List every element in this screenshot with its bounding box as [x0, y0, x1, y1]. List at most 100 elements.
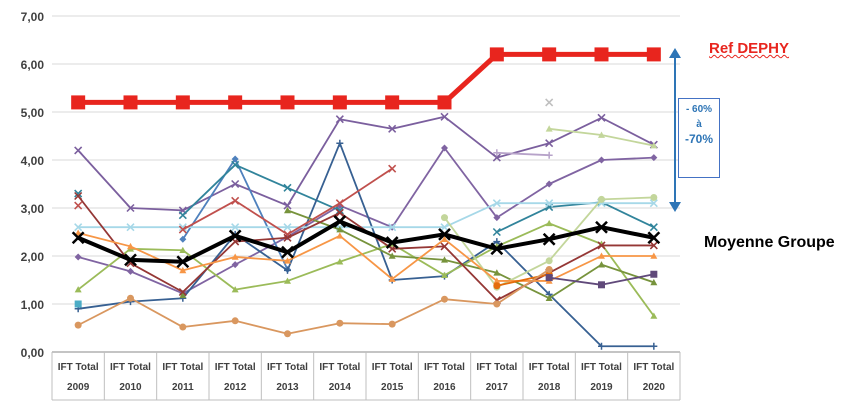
data-point — [74, 191, 83, 201]
x-tick-label: 2015 — [381, 382, 404, 393]
series-line-17 — [74, 300, 82, 308]
data-point — [71, 231, 85, 245]
data-point — [545, 98, 554, 107]
series-lines — [71, 47, 661, 350]
series-line-18 — [545, 270, 658, 289]
data-point — [333, 215, 347, 228]
data-point — [650, 270, 658, 278]
x-tick-label: 2013 — [276, 382, 299, 393]
data-point — [388, 164, 397, 173]
data-point — [74, 223, 83, 232]
gridlines — [52, 15, 680, 353]
data-point — [545, 151, 553, 159]
data-point — [74, 286, 82, 293]
data-point — [231, 223, 240, 232]
data-point — [647, 231, 661, 245]
data-point — [388, 223, 397, 232]
series-line — [77, 222, 655, 317]
data-point — [127, 294, 134, 302]
data-point — [385, 95, 400, 110]
series-line — [287, 209, 655, 300]
data-point — [598, 131, 605, 138]
data-point — [650, 142, 658, 149]
x-tick-label: 2012 — [224, 382, 247, 393]
data-point — [178, 211, 187, 220]
data-point — [650, 193, 658, 201]
data-point — [231, 317, 239, 325]
data-point — [492, 199, 501, 208]
data-point — [650, 252, 658, 259]
data-point — [178, 287, 187, 297]
data-point — [284, 257, 291, 264]
data-point — [650, 342, 658, 350]
data-point — [284, 330, 291, 338]
data-point — [493, 269, 501, 276]
reduction-callout: - 60% à -70% — [678, 98, 720, 178]
data-point — [231, 179, 240, 189]
data-point — [598, 252, 605, 259]
data-point — [231, 155, 239, 163]
series-line-4 — [74, 139, 658, 350]
x-tick-label: 2014 — [329, 382, 352, 393]
reduction-line-2: à — [696, 119, 702, 130]
y-tick-label: 4,00 — [21, 154, 45, 168]
data-point — [493, 300, 501, 308]
data-point — [542, 47, 557, 62]
series-line-2 — [179, 155, 291, 273]
data-point — [388, 124, 397, 133]
data-point — [74, 201, 83, 210]
arrow-head-up — [669, 48, 681, 58]
data-point — [649, 241, 658, 250]
data-point — [598, 195, 605, 203]
data-point — [493, 277, 501, 284]
data-point — [440, 242, 449, 251]
data-point — [231, 286, 239, 293]
data-point — [336, 139, 344, 147]
data-point — [74, 300, 82, 308]
reduction-line-1: - 60% — [685, 104, 713, 115]
data-point — [492, 227, 501, 237]
data-point — [336, 258, 344, 265]
data-point — [492, 153, 501, 162]
series-line — [77, 147, 654, 295]
series-ref-dephy — [71, 47, 661, 110]
data-point — [283, 183, 292, 192]
data-point — [545, 257, 553, 265]
data-point — [441, 271, 448, 278]
arrow-head-down — [669, 202, 681, 212]
y-tick-label: 5,00 — [21, 106, 45, 120]
data-point — [597, 241, 606, 250]
data-point — [123, 95, 138, 110]
data-point — [441, 295, 448, 303]
data-point — [545, 199, 554, 208]
data-point — [74, 189, 83, 198]
series-line — [496, 151, 550, 157]
data-point — [231, 261, 239, 269]
series-line — [77, 219, 655, 264]
data-point — [126, 223, 135, 232]
data-point — [441, 214, 448, 222]
data-point — [598, 156, 605, 164]
data-point — [74, 253, 82, 261]
data-point — [649, 223, 658, 232]
series-line-5 — [74, 199, 658, 232]
data-point — [597, 113, 606, 122]
data-point — [179, 323, 187, 331]
x-tick-label: 2010 — [119, 382, 142, 393]
data-point — [178, 223, 187, 232]
data-point — [336, 232, 344, 239]
data-point — [283, 223, 292, 232]
data-point — [545, 139, 554, 148]
data-point — [598, 281, 605, 289]
data-point — [179, 246, 187, 254]
x-tick-label: IFT Total — [372, 362, 413, 373]
data-point — [388, 320, 396, 328]
series-line — [77, 268, 550, 335]
x-tick-label: IFT Total — [110, 362, 151, 373]
x-tick-label: IFT Total — [319, 362, 360, 373]
data-point — [385, 236, 399, 249]
data-point — [388, 252, 396, 259]
series-line-8 — [545, 125, 658, 149]
data-point — [649, 199, 658, 208]
ref-dephy-text: Ref DEPHY — [709, 40, 790, 57]
